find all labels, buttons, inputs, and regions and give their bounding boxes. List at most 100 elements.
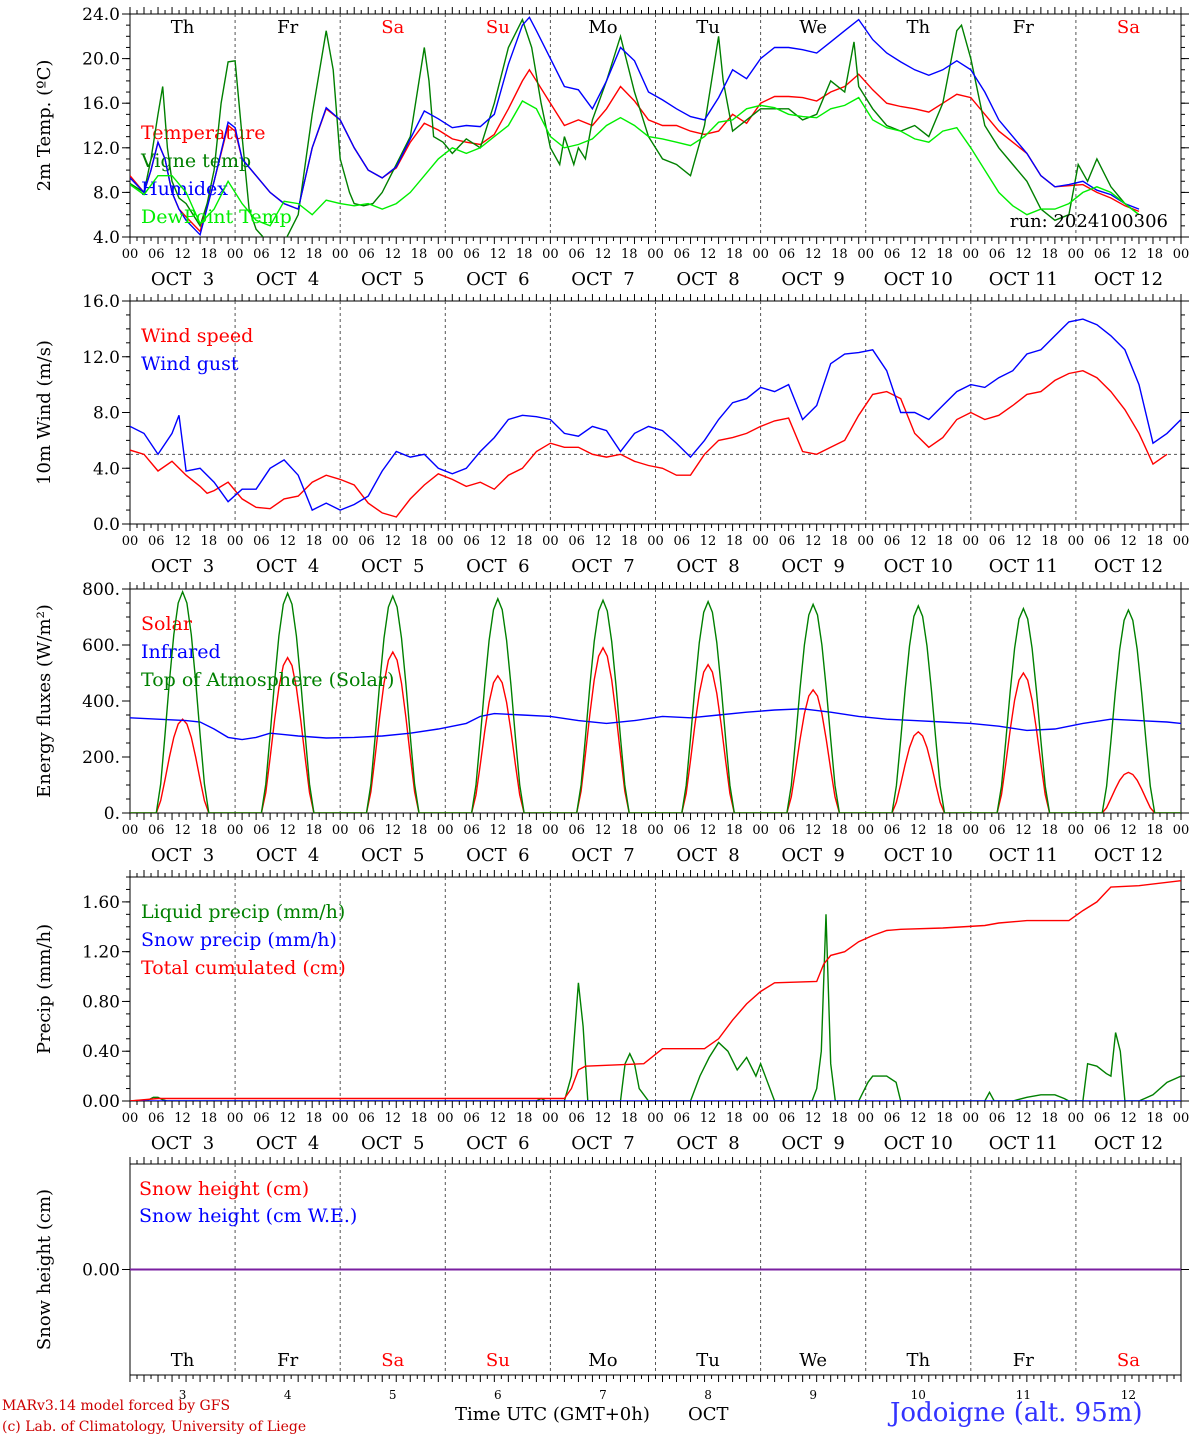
snow-day-number: 8: [704, 1388, 712, 1402]
precip-y-axis-title: Precip (mm/h): [34, 924, 55, 1054]
precip-hour-label: 00: [647, 1111, 664, 1126]
snow-day-name: Th: [171, 1350, 195, 1371]
energy-hour-label: 18: [306, 823, 323, 838]
energy-hour-label: 06: [884, 823, 901, 838]
temperature-y-tick-label: 20.0: [82, 50, 120, 70]
energy-legend-entry: Top of Atmosphere (Solar): [141, 669, 394, 691]
wind-hour-label: 12: [1120, 534, 1137, 549]
temperature-hour-label: 12: [595, 247, 612, 262]
wind-hour-label: 18: [411, 534, 428, 549]
wind-hour-label: 06: [779, 534, 796, 549]
wind-hour-label: 12: [805, 534, 822, 549]
precip-hour-label: 00: [1068, 1111, 1085, 1126]
energy-hour-label: 00: [122, 823, 139, 838]
precip-hour-label: 06: [779, 1111, 796, 1126]
temperature-legend-entry: Humidex: [141, 178, 228, 200]
wind-y-axis-title: 10m Wind (m/s): [34, 340, 55, 485]
energy-hour-label: 12: [910, 823, 927, 838]
energy-hour-label: 00: [647, 823, 664, 838]
energy-hour-label: 18: [831, 823, 848, 838]
precip-legend-entry: Liquid precip (mm/h): [141, 901, 345, 923]
temperature-hour-label: 06: [358, 247, 375, 262]
energy-hour-label: 00: [1173, 823, 1190, 838]
wind-hour-label: 18: [1146, 534, 1163, 549]
precip-hour-label: 12: [805, 1111, 822, 1126]
temperature-hour-label: 06: [463, 247, 480, 262]
energy-hour-label: 12: [174, 823, 191, 838]
wind-hour-label: 18: [306, 534, 323, 549]
energy-hour-label: 06: [779, 823, 796, 838]
snow-day-number: 10: [911, 1388, 926, 1402]
wind-hour-label: 12: [700, 534, 717, 549]
temperature-hour-label: 18: [411, 247, 428, 262]
wind-hour-label: 00: [1068, 534, 1085, 549]
energy-hour-label: 12: [490, 823, 507, 838]
wind-hour-label: 06: [1094, 534, 1111, 549]
precip-date-label: OCT 11: [989, 1133, 1058, 1154]
precip-date-label: OCT 4: [256, 1133, 319, 1154]
energy-hour-label: 06: [674, 823, 691, 838]
energy-series-line: [130, 646, 1181, 813]
snow-day-name: Tu: [696, 1350, 720, 1371]
temperature-hour-label: 00: [542, 247, 559, 262]
snow-day-number: 12: [1121, 1388, 1136, 1402]
precip-hour-label: 00: [332, 1111, 349, 1126]
wind-date-label: OCT 8: [676, 556, 739, 577]
temperature-day-name: We: [799, 17, 827, 38]
wind-date-label: OCT 11: [989, 556, 1058, 577]
temperature-hour-label: 18: [201, 247, 218, 262]
snow-day-number: 9: [809, 1388, 817, 1402]
snow-day-name: Fr: [1013, 1350, 1034, 1371]
precip-hour-label: 18: [1146, 1111, 1163, 1126]
wind-y-tick-label: 4.0: [93, 459, 120, 479]
snow-day-name: Mo: [588, 1350, 617, 1371]
precip-y-tick-label: 0.80: [82, 992, 120, 1012]
temperature-series-line: [130, 96, 1140, 227]
precip-hour-label: 12: [384, 1111, 401, 1126]
wind-legend-entry: Wind speed: [141, 325, 253, 347]
temperature-date-label: OCT 3: [151, 269, 214, 290]
temperature-y-tick-label: 16.0: [82, 94, 120, 114]
snow-day-number: 3: [179, 1388, 187, 1402]
temperature-y-tick-label: 24.0: [82, 5, 120, 25]
energy-hour-label: 06: [568, 823, 585, 838]
precip-hour-label: 06: [884, 1111, 901, 1126]
temperature-hour-label: 06: [779, 247, 796, 262]
temperature-day-name: Mo: [588, 17, 617, 38]
wind-hour-label: 00: [752, 534, 769, 549]
wind-hour-label: 06: [463, 534, 480, 549]
temperature-legend-entry: Vigne temp: [140, 150, 251, 172]
temperature-hour-label: 18: [1146, 247, 1163, 262]
precip-hour-label: 18: [936, 1111, 953, 1126]
temperature-hour-label: 12: [384, 247, 401, 262]
wind-hour-label: 00: [647, 534, 664, 549]
precip-hour-label: 00: [963, 1111, 980, 1126]
temperature-hour-label: 06: [674, 247, 691, 262]
wind-hour-label: 18: [1041, 534, 1058, 549]
precip-date-label: OCT 6: [466, 1133, 529, 1154]
energy-date-label: OCT 12: [1094, 845, 1163, 866]
temperature-hour-label: 00: [122, 247, 139, 262]
snow-day-name: Sa: [1117, 1350, 1140, 1371]
model-credit: MARv3.14 model forced by GFS: [2, 1398, 231, 1414]
wind-hour-label: 12: [384, 534, 401, 549]
wind-hour-label: 12: [279, 534, 296, 549]
temperature-hour-label: 12: [279, 247, 296, 262]
wind-hour-label: 06: [674, 534, 691, 549]
precip-hour-label: 18: [516, 1111, 533, 1126]
precip-date-label: OCT 7: [571, 1133, 634, 1154]
energy-hour-label: 12: [595, 823, 612, 838]
snow-day-number: 11: [1016, 1388, 1031, 1402]
precip-date-label: OCT 3: [151, 1133, 214, 1154]
temperature-frame: [129, 13, 1182, 238]
energy-hour-label: 18: [201, 823, 218, 838]
energy-hour-label: 18: [1146, 823, 1163, 838]
precip-y-tick-label: 0.00: [82, 1092, 120, 1112]
precip-hour-label: 06: [463, 1111, 480, 1126]
wind-hour-label: 00: [1173, 534, 1190, 549]
wind-hour-label: 06: [568, 534, 585, 549]
temperature-hour-label: 18: [621, 247, 638, 262]
wind-frame: [129, 300, 1182, 525]
energy-hour-label: 18: [621, 823, 638, 838]
